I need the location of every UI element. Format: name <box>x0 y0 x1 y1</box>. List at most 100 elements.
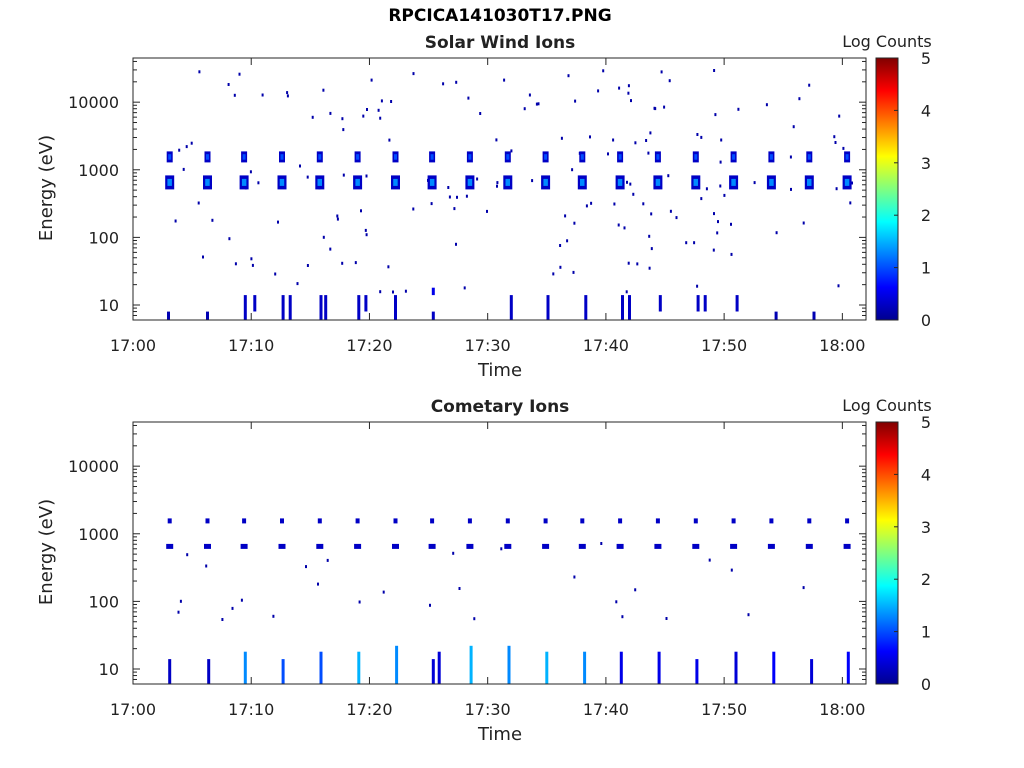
energy-cluster-core <box>318 154 322 160</box>
count-pixel <box>573 575 576 579</box>
energy-cluster-core <box>168 154 172 160</box>
count-pixel <box>311 115 314 119</box>
energy-cluster <box>167 518 172 524</box>
count-pixel <box>257 181 260 185</box>
energy-cluster <box>317 518 322 524</box>
count-pixel <box>430 202 433 206</box>
count-pixel <box>342 128 345 132</box>
low-energy-streak <box>695 659 699 684</box>
count-pixel <box>354 261 357 265</box>
low-energy-streak <box>167 311 170 320</box>
energy-cluster <box>392 543 399 549</box>
count-pixel <box>668 79 671 83</box>
count-pixel <box>654 107 657 111</box>
count-pixel <box>429 603 431 607</box>
colorbar-tick-label: 4 <box>921 465 931 484</box>
low-energy-streak <box>735 295 739 312</box>
count-pixel <box>198 70 201 74</box>
colorbar-tick-label: 3 <box>921 518 931 537</box>
low-energy-streak <box>772 651 776 684</box>
count-pixel <box>663 105 666 109</box>
energy-cluster-core <box>618 154 622 160</box>
energy-cluster-core <box>544 154 548 160</box>
x-tick-label: 18:00 <box>819 700 865 719</box>
count-pixel <box>387 265 390 269</box>
sparse-count-pixels <box>174 69 853 294</box>
energy-cluster <box>655 518 660 524</box>
count-pixel <box>802 586 805 590</box>
energy-cluster <box>618 518 623 524</box>
energy-cluster-core <box>845 154 849 160</box>
colorbar <box>875 421 899 685</box>
sparse-count-pixels <box>177 542 805 621</box>
count-pixel <box>834 141 837 144</box>
low-energy-streak <box>658 295 662 312</box>
count-pixel <box>458 587 461 590</box>
count-pixel <box>486 209 488 213</box>
energy-cluster-core <box>731 178 736 186</box>
count-pixel <box>649 131 652 135</box>
count-pixel <box>528 93 531 97</box>
count-pixel <box>705 187 708 191</box>
count-pixel <box>559 244 562 247</box>
low-energy-streak <box>431 311 435 320</box>
count-pixel <box>306 264 309 267</box>
energy-cluster <box>730 543 738 549</box>
count-pixel <box>503 78 506 82</box>
low-energy-streak <box>243 651 247 684</box>
x-tick-label: 17:50 <box>701 700 747 719</box>
count-pixel <box>802 221 805 225</box>
low-energy-streak <box>584 295 588 320</box>
low-energy-streak <box>395 645 399 684</box>
count-pixel <box>379 116 382 120</box>
count-pixel <box>510 149 513 153</box>
count-pixel <box>627 261 630 265</box>
count-pixel <box>730 252 733 256</box>
x-axis-label: Time <box>477 724 522 745</box>
count-pixel <box>365 233 368 237</box>
count-pixel <box>647 151 650 155</box>
count-pixel <box>495 138 498 142</box>
count-pixel <box>523 107 526 111</box>
count-pixel <box>412 207 415 211</box>
count-pixel <box>589 135 591 139</box>
count-pixel <box>277 220 279 224</box>
count-pixel <box>455 80 458 84</box>
count-pixel <box>342 173 345 177</box>
count-pixel <box>617 223 620 227</box>
energy-cluster-core <box>467 178 473 186</box>
colorbar-tick-label: 0 <box>921 311 931 330</box>
count-pixel <box>648 266 651 270</box>
count-pixel <box>717 220 719 224</box>
low-energy-streak <box>281 659 285 684</box>
low-energy-streak <box>546 295 550 320</box>
low-energy-streak <box>431 659 435 684</box>
count-pixel <box>838 114 841 118</box>
count-pixel <box>455 242 457 246</box>
count-pixel <box>747 613 750 617</box>
count-pixel <box>566 239 569 243</box>
count-pixel <box>174 219 177 223</box>
energy-cluster-core <box>393 178 398 186</box>
count-pixel <box>798 97 801 101</box>
count-pixel <box>326 558 329 562</box>
energy-cluster-core <box>505 178 510 186</box>
low-energy-streak <box>288 295 292 320</box>
count-pixel <box>613 202 616 206</box>
low-energy-streak <box>657 651 661 684</box>
count-pixel <box>618 86 621 90</box>
axes-frame <box>132 57 867 321</box>
count-pixel <box>665 617 668 620</box>
count-pixel <box>719 184 722 188</box>
count-pixel <box>607 152 609 156</box>
count-pixel <box>286 91 289 95</box>
count-pixel <box>789 155 792 159</box>
energy-cluster <box>692 543 700 549</box>
energy-cluster <box>204 543 211 549</box>
x-tick-label: 17:00 <box>110 700 156 719</box>
count-pixel <box>626 180 628 184</box>
count-pixel <box>564 214 567 218</box>
low-energy-streak <box>619 651 623 684</box>
count-pixel <box>240 598 243 602</box>
count-pixel <box>708 558 711 562</box>
